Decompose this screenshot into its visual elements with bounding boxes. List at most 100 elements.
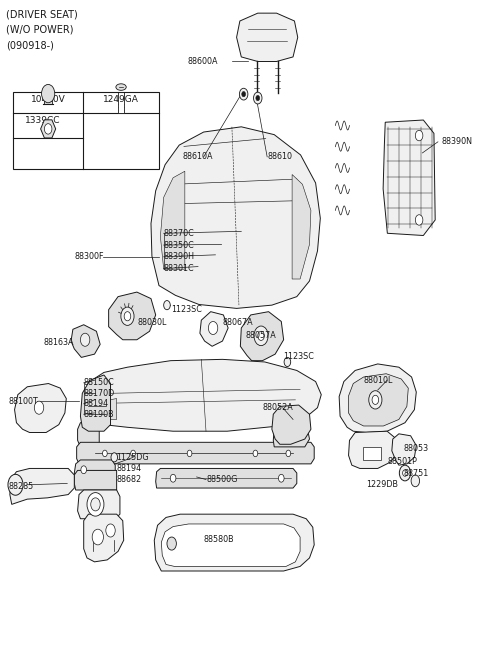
- Polygon shape: [348, 431, 396, 468]
- Polygon shape: [71, 325, 100, 358]
- Polygon shape: [84, 514, 124, 562]
- Circle shape: [258, 331, 264, 340]
- Circle shape: [254, 326, 268, 346]
- Polygon shape: [348, 374, 408, 426]
- Polygon shape: [96, 399, 117, 419]
- Polygon shape: [392, 434, 416, 465]
- Polygon shape: [363, 447, 382, 460]
- Polygon shape: [44, 100, 52, 104]
- Polygon shape: [339, 364, 416, 432]
- Text: 88501P: 88501P: [387, 457, 417, 466]
- Text: 88390H: 88390H: [164, 253, 195, 261]
- Text: 88100T: 88100T: [9, 397, 38, 405]
- Text: 88500G: 88500G: [206, 475, 238, 484]
- Circle shape: [369, 391, 382, 409]
- Circle shape: [242, 92, 246, 96]
- Circle shape: [91, 498, 100, 511]
- Polygon shape: [14, 384, 66, 432]
- Text: 88194: 88194: [117, 464, 142, 473]
- Circle shape: [131, 450, 135, 457]
- Text: 88190B: 88190B: [84, 410, 114, 419]
- Circle shape: [240, 89, 248, 100]
- Circle shape: [42, 85, 55, 103]
- Polygon shape: [240, 312, 284, 361]
- Text: 1229DB: 1229DB: [366, 480, 398, 489]
- Polygon shape: [161, 524, 300, 566]
- Polygon shape: [74, 470, 117, 490]
- Text: 88301C: 88301C: [164, 264, 194, 273]
- Text: 88057A: 88057A: [246, 331, 277, 340]
- Polygon shape: [237, 13, 298, 62]
- Text: 88751: 88751: [404, 468, 429, 478]
- Circle shape: [415, 131, 423, 141]
- Text: 1123SC: 1123SC: [171, 305, 202, 314]
- Circle shape: [106, 524, 115, 537]
- Circle shape: [34, 401, 44, 414]
- Circle shape: [103, 450, 107, 457]
- Circle shape: [81, 466, 86, 474]
- Circle shape: [411, 475, 420, 487]
- Circle shape: [44, 124, 52, 134]
- Text: 88163A: 88163A: [44, 338, 74, 347]
- Text: 88610: 88610: [267, 152, 292, 161]
- Circle shape: [286, 450, 291, 457]
- Text: 88580B: 88580B: [204, 535, 234, 544]
- Polygon shape: [154, 514, 314, 571]
- Polygon shape: [84, 359, 321, 431]
- Circle shape: [256, 96, 260, 100]
- Polygon shape: [74, 460, 115, 480]
- Text: (DRIVER SEAT): (DRIVER SEAT): [6, 9, 78, 19]
- Polygon shape: [151, 127, 320, 308]
- Circle shape: [8, 474, 23, 495]
- Circle shape: [208, 321, 218, 335]
- Polygon shape: [156, 468, 297, 488]
- Polygon shape: [10, 468, 74, 504]
- Text: 88053: 88053: [404, 444, 429, 453]
- Text: 88194: 88194: [84, 400, 109, 408]
- Circle shape: [253, 450, 258, 457]
- Circle shape: [187, 450, 192, 457]
- Text: 88682: 88682: [117, 475, 142, 484]
- Text: 88300F: 88300F: [74, 253, 104, 261]
- Circle shape: [399, 465, 410, 481]
- Text: 88610A: 88610A: [182, 152, 213, 161]
- Text: 88285: 88285: [9, 482, 34, 491]
- Circle shape: [167, 537, 176, 550]
- Circle shape: [111, 453, 118, 462]
- Circle shape: [81, 333, 90, 346]
- Polygon shape: [78, 419, 99, 447]
- Text: 10410V: 10410V: [31, 95, 66, 104]
- Text: 88600A: 88600A: [187, 57, 218, 66]
- Polygon shape: [78, 490, 120, 519]
- Polygon shape: [160, 171, 185, 269]
- Bar: [13, 92, 159, 169]
- Circle shape: [415, 215, 423, 225]
- Polygon shape: [272, 405, 311, 444]
- Circle shape: [403, 470, 408, 476]
- Text: 88350C: 88350C: [164, 241, 194, 249]
- Polygon shape: [118, 92, 124, 113]
- Text: 1339CC: 1339CC: [25, 116, 60, 125]
- Polygon shape: [292, 174, 311, 279]
- Ellipse shape: [116, 84, 126, 91]
- Text: 1249GA: 1249GA: [103, 95, 139, 104]
- Circle shape: [253, 92, 262, 104]
- Text: 88370C: 88370C: [164, 229, 194, 237]
- Circle shape: [164, 300, 170, 310]
- Text: 88052A: 88052A: [263, 403, 293, 412]
- Text: 88390N: 88390N: [441, 137, 472, 146]
- Circle shape: [284, 358, 291, 367]
- Polygon shape: [200, 312, 228, 346]
- Text: 1123SC: 1123SC: [284, 352, 314, 361]
- Circle shape: [124, 312, 131, 321]
- Circle shape: [170, 474, 176, 482]
- Text: 88067A: 88067A: [222, 318, 253, 327]
- Circle shape: [278, 474, 284, 482]
- Text: 88030L: 88030L: [138, 318, 167, 327]
- Text: (090918-): (090918-): [6, 41, 54, 51]
- Text: (W/O POWER): (W/O POWER): [6, 25, 73, 35]
- Circle shape: [87, 493, 104, 516]
- Polygon shape: [77, 442, 314, 464]
- Circle shape: [121, 307, 134, 325]
- Text: 88150C: 88150C: [84, 379, 114, 388]
